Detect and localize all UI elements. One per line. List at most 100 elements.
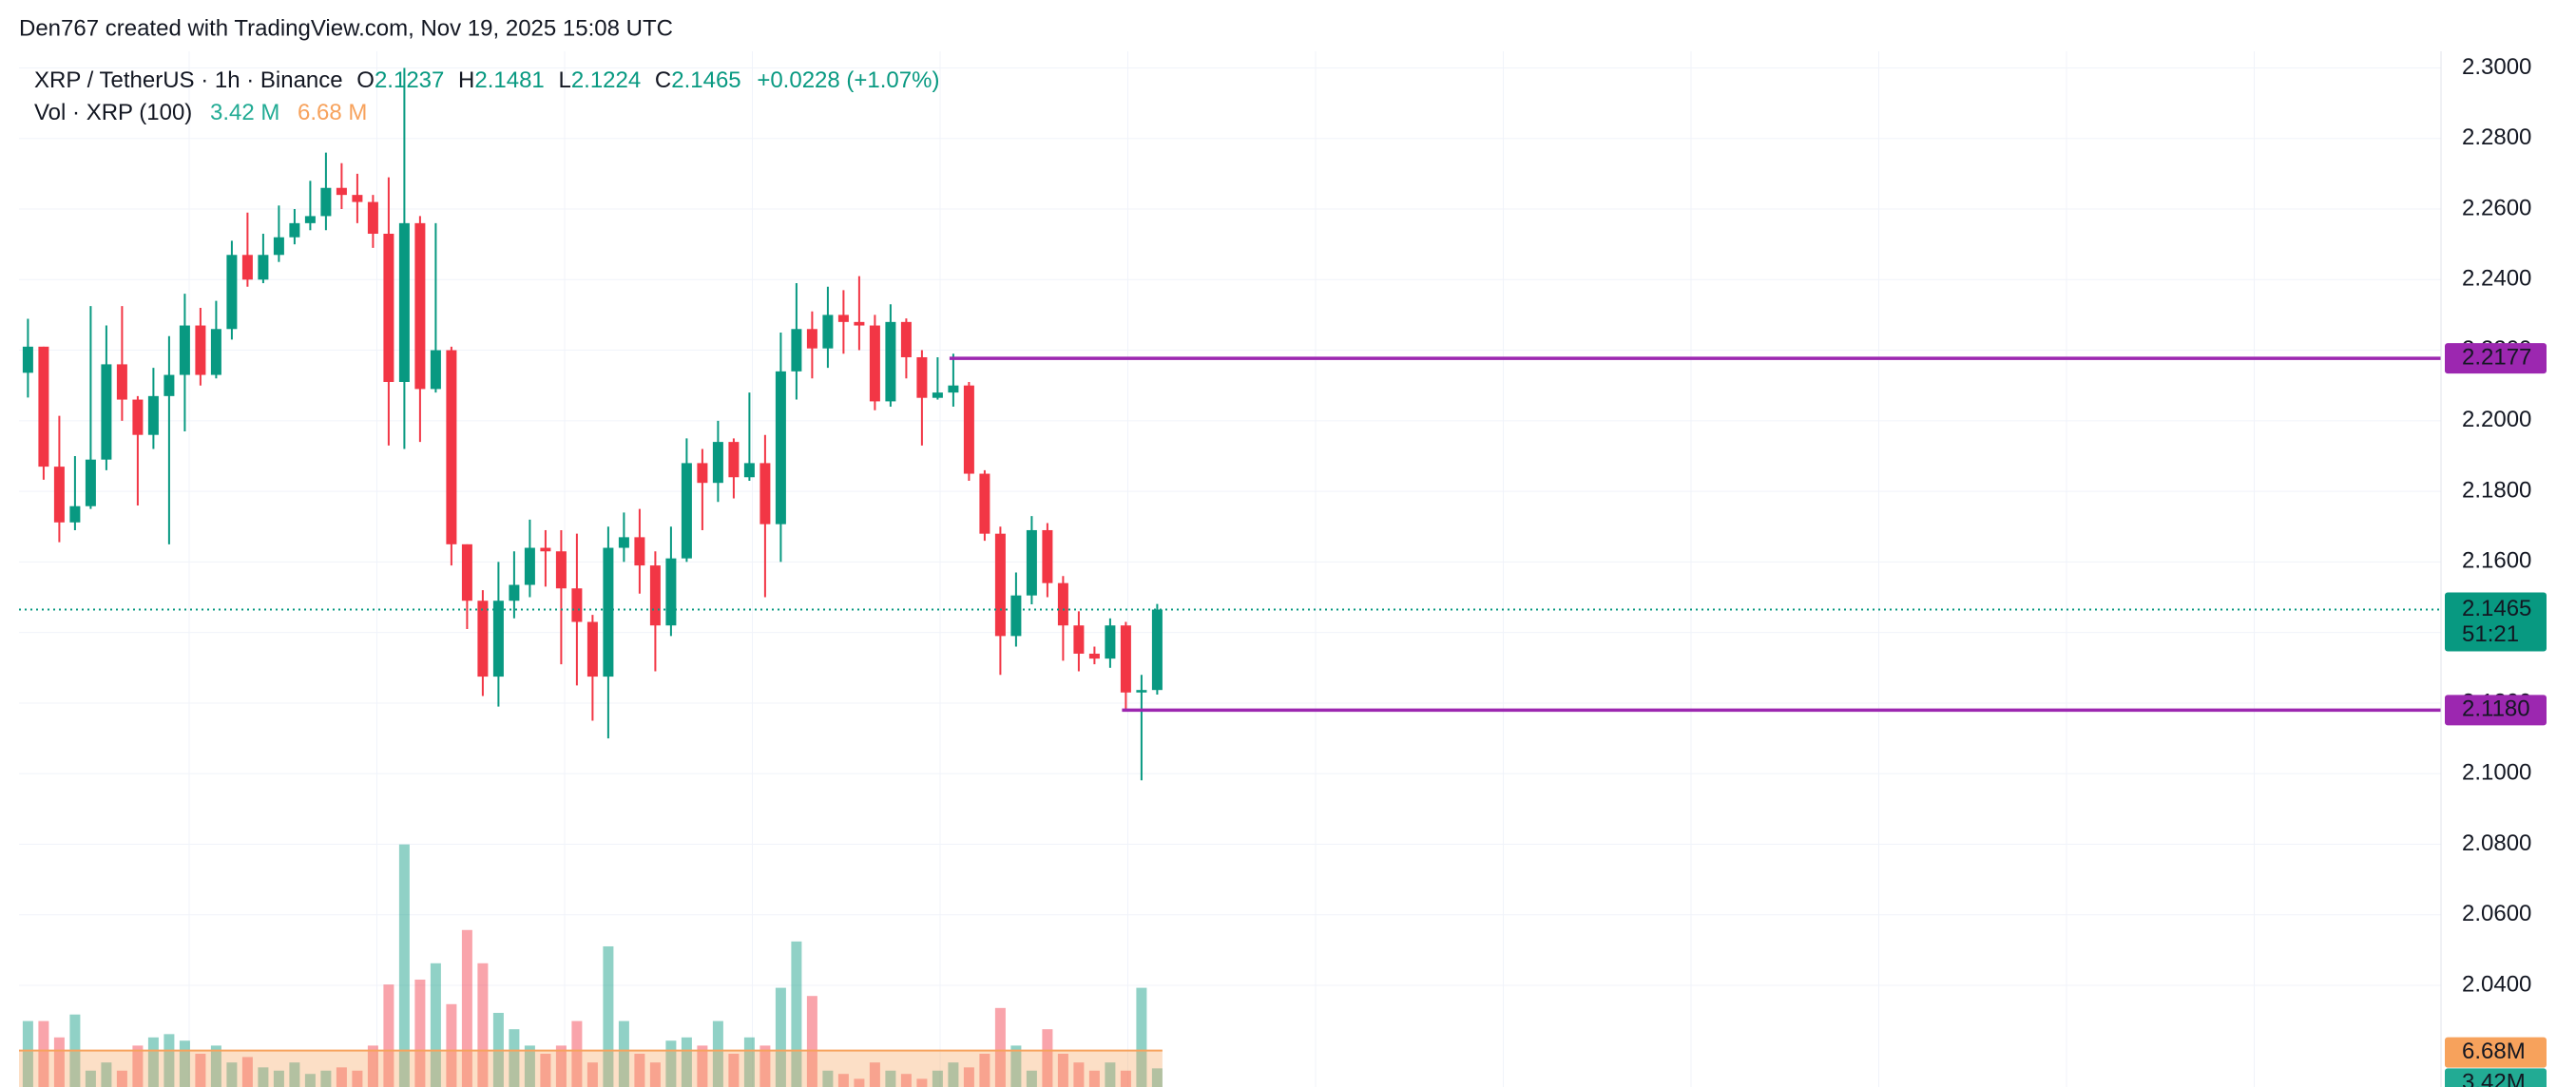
candle-body [304, 216, 316, 223]
volume-bar [932, 1070, 943, 1087]
candle-body [1151, 609, 1163, 691]
candle-body [414, 222, 426, 390]
legend-c: C [655, 67, 671, 93]
candle-body [289, 222, 300, 238]
y-tick-label: 2.3000 [2462, 54, 2531, 80]
volume-bar [1105, 1062, 1116, 1087]
legend-open: 2.1237 [375, 67, 444, 93]
candle-body [603, 547, 614, 677]
overlays [19, 356, 2441, 713]
candle-body [1057, 582, 1068, 626]
candle-body [446, 350, 457, 544]
candle-body [38, 346, 49, 467]
candle-body [258, 255, 269, 280]
volume-bar [1026, 1070, 1037, 1087]
y-tick-label: 2.1000 [2462, 760, 2531, 786]
volume-bar [979, 1054, 990, 1087]
volume-bar [258, 1067, 269, 1087]
candle-body [22, 346, 33, 373]
legend-l: L [558, 67, 570, 93]
volume-bar [414, 979, 426, 1087]
candle-body [336, 187, 347, 196]
current-price-badge [2445, 592, 2547, 652]
volume-ma-value: 6.68 M [298, 100, 367, 125]
countdown-label: 51:21 [2462, 621, 2519, 647]
y-tick-label: 2.1600 [2462, 548, 2531, 574]
volume-bar [728, 1054, 740, 1087]
header: Den767 created with TradingView.com, Nov… [19, 15, 673, 41]
candle-body [822, 315, 834, 349]
candle-body [1120, 625, 1131, 693]
candle-body [743, 463, 755, 478]
candle-body [210, 329, 221, 375]
price-axis-bg [2441, 0, 2576, 1087]
level-label: 2.2177 [2462, 344, 2531, 370]
volume-bar [1010, 1045, 1022, 1087]
volume-bar [854, 1078, 865, 1087]
volume-bar [1151, 1068, 1163, 1087]
candle-body [1026, 529, 1037, 596]
volume-bar [398, 844, 410, 1087]
volume-bar [289, 1062, 300, 1087]
legend-volume: Vol · XRP (100) 3.42 M 6.68 M [34, 100, 367, 125]
candle-body [869, 325, 880, 402]
candle-body [649, 565, 661, 626]
volume-bar [147, 1037, 159, 1087]
legend-low: 2.1224 [571, 67, 641, 93]
candle-body [132, 399, 144, 435]
candle-body [1088, 653, 1100, 659]
y-tick-label: 2.2600 [2462, 195, 2531, 220]
volume-bar [509, 1029, 520, 1087]
candles [22, 67, 1163, 781]
level-badge [2445, 343, 2547, 374]
candle-body [540, 547, 551, 552]
candle-body [916, 356, 928, 398]
volume-bar [446, 1003, 457, 1087]
volume-bar [38, 1020, 49, 1087]
volume-bar [461, 929, 472, 1087]
volume-bar [85, 1070, 96, 1087]
candle-body [1042, 529, 1053, 583]
legend-change: +0.0228 (+1.07%) [757, 67, 939, 93]
volume-bar [116, 1070, 127, 1087]
volume-bar [53, 1037, 65, 1087]
candle-body [101, 364, 112, 460]
candle-body [352, 195, 363, 202]
candle-body [477, 601, 489, 677]
volume-ma-axis-label: 6.68M [2462, 1039, 2526, 1064]
volume-ma-badge [2445, 1037, 2547, 1068]
candle-body [900, 321, 912, 357]
level-badge [2445, 695, 2547, 726]
volume-bar [586, 1062, 598, 1087]
candle-body [571, 588, 583, 622]
candle-body [195, 325, 206, 375]
y-tick-label: 2.2400 [2462, 266, 2531, 292]
volume-bar [22, 1020, 33, 1087]
volume-bar [603, 945, 614, 1087]
candle-body [963, 385, 974, 474]
volume-pane [19, 844, 1163, 1087]
candle-body [775, 371, 786, 524]
volume-bar [524, 1045, 535, 1087]
volume-bar [320, 1070, 332, 1087]
volume-bar [383, 984, 394, 1087]
candle-body [383, 234, 394, 382]
volume-bar [775, 987, 786, 1087]
candle-body [854, 321, 865, 326]
candle-body [885, 321, 896, 402]
volume-bar [367, 1045, 378, 1087]
candle-body [1136, 690, 1147, 693]
volume-bar [743, 1037, 755, 1087]
volume-bar [869, 1062, 880, 1087]
volume-bar [837, 1074, 849, 1087]
volume-bar [712, 1020, 723, 1087]
candle-body [806, 329, 817, 349]
volume-bar [1073, 1062, 1085, 1087]
candle-body [932, 392, 943, 398]
volume-bar [477, 963, 489, 1087]
volume-bar [634, 1054, 645, 1087]
candle-body [367, 201, 378, 235]
candle-body [1073, 625, 1085, 654]
